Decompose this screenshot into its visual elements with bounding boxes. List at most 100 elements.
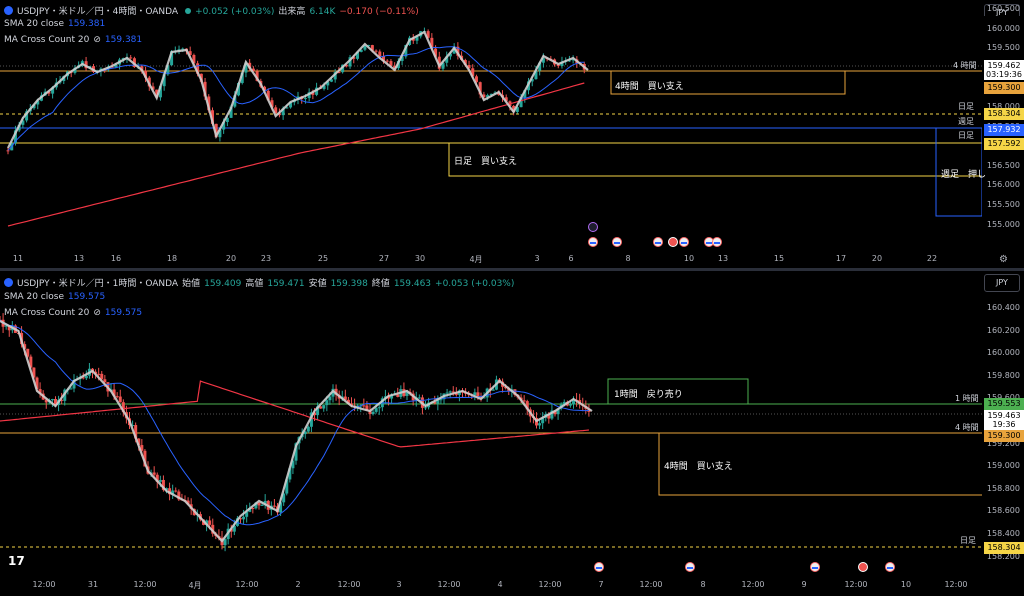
candle-body bbox=[192, 54, 196, 64]
candle-body bbox=[7, 325, 11, 331]
flash-event-icon[interactable] bbox=[588, 222, 598, 232]
candlestick-chart-1h[interactable] bbox=[0, 271, 982, 571]
zone-label-h4-support[interactable]: 4時間 買い支え bbox=[615, 82, 684, 92]
us-event-icon[interactable] bbox=[885, 562, 895, 572]
zone-label-daily-support[interactable]: 日足 買い支え bbox=[454, 157, 518, 167]
time-axis-1h[interactable]: 12:00 31 12:00 4月 12:00 2 12:00 3 12:00 4 12:00 7 12… bbox=[0, 580, 980, 594]
hide-icon[interactable]: ⊘ bbox=[93, 308, 101, 318]
us-event-icon[interactable] bbox=[588, 237, 598, 247]
candle-body bbox=[371, 411, 375, 415]
candle-body bbox=[467, 65, 471, 69]
candle-body bbox=[504, 97, 508, 102]
candle-body bbox=[385, 60, 389, 62]
candle-body bbox=[177, 491, 181, 500]
candle-body bbox=[188, 51, 192, 55]
candle-body bbox=[306, 426, 310, 432]
candle-body bbox=[541, 58, 545, 63]
candle-body bbox=[448, 53, 452, 57]
candle-body bbox=[547, 413, 551, 419]
time-tick: 12:00 bbox=[944, 580, 968, 589]
ma-cross-legend[interactable]: MA Cross Count 20 ⊘ 159.575 bbox=[4, 308, 146, 318]
us-event-icon[interactable] bbox=[810, 562, 820, 572]
us-event-icon[interactable] bbox=[594, 562, 604, 572]
candle-body bbox=[346, 399, 350, 404]
time-tick: 8 bbox=[625, 254, 631, 263]
candle-body bbox=[538, 423, 542, 426]
us-event-icon[interactable] bbox=[679, 237, 689, 247]
price-tick: 158.400 bbox=[986, 529, 1020, 538]
time-tick: 31 bbox=[87, 580, 99, 589]
candle-body bbox=[319, 406, 323, 409]
chart-pane-1h[interactable]: USDJPY・米ドル／円・1時間・OANDA 始値 159.409 高値 159.471… bbox=[0, 271, 1024, 596]
candle-body bbox=[478, 82, 482, 95]
alert-event-icon[interactable] bbox=[858, 562, 868, 572]
candle-body bbox=[248, 507, 252, 512]
candle-body bbox=[359, 49, 363, 52]
support-4h-tag: 159.300 bbox=[984, 430, 1024, 442]
zone-label-h1-resist[interactable]: 1時間 戻り売り bbox=[614, 390, 683, 400]
sma-legend[interactable]: SMA 20 close 159.381 bbox=[4, 19, 109, 29]
price-tick: 158.800 bbox=[986, 483, 1020, 493]
time-tick: 12:00 bbox=[235, 580, 259, 589]
candle-body bbox=[417, 397, 421, 399]
ma-cross-legend[interactable]: MA Cross Count 20 ⊘ 159.381 bbox=[4, 35, 146, 45]
candle-body bbox=[211, 524, 215, 534]
candle-body bbox=[538, 62, 542, 71]
candle-body bbox=[181, 48, 185, 50]
symbol-header-4h: USDJPY・米ドル／円・4時間・OANDA +0.052 (+0.03%) 出来高… bbox=[4, 4, 423, 17]
time-axis-4h[interactable]: 11 13 16 18 20 23 25 27 30 4月 3 6 8 10 13 15 17 20 22 bbox=[0, 254, 980, 268]
alert-event-icon[interactable] bbox=[668, 237, 678, 247]
settings-icon[interactable]: ⚙ bbox=[999, 254, 1008, 265]
candle-body bbox=[337, 72, 341, 74]
candle-body bbox=[26, 348, 30, 357]
candle-body bbox=[6, 150, 10, 152]
candle-body bbox=[504, 386, 508, 389]
candle-body bbox=[473, 392, 477, 396]
time-tick: 12:00 bbox=[741, 580, 765, 589]
tradingview-logo[interactable]: 17 bbox=[8, 554, 25, 568]
candle-body bbox=[316, 406, 320, 416]
sma-legend[interactable]: SMA 20 close 159.575 bbox=[4, 292, 109, 302]
candle-body bbox=[515, 107, 519, 112]
candle-body bbox=[143, 450, 147, 467]
candle-body bbox=[562, 401, 566, 405]
candle-body bbox=[255, 71, 259, 81]
candle-body bbox=[222, 122, 226, 130]
us-event-icon[interactable] bbox=[612, 237, 622, 247]
candle-body bbox=[567, 60, 571, 62]
candle-body bbox=[572, 399, 575, 405]
symbol-title[interactable]: USDJPY・米ドル／円・1時間・OANDA bbox=[17, 279, 179, 289]
zone-label-h4-support[interactable]: 4時間 買い支え bbox=[664, 462, 733, 472]
candle-body bbox=[13, 130, 17, 144]
candle-body bbox=[430, 37, 434, 49]
chart-pane-4h[interactable]: USDJPY・米ドル／円・4時間・OANDA +0.052 (+0.03%) 出来高… bbox=[0, 0, 1024, 268]
time-tick: 3 bbox=[534, 254, 540, 263]
candlestick-chart-4h[interactable] bbox=[0, 0, 982, 252]
candle-body bbox=[151, 86, 155, 90]
swing-line bbox=[7, 30, 589, 149]
candle-body bbox=[363, 45, 367, 50]
candle-body bbox=[4, 325, 8, 327]
candle-body bbox=[121, 402, 125, 413]
candle-body bbox=[368, 410, 372, 415]
candle-body bbox=[114, 64, 118, 68]
price-tick: 156.000 bbox=[986, 180, 1020, 190]
candle-body bbox=[254, 502, 258, 509]
candle-body bbox=[356, 405, 360, 407]
us-event-icon[interactable] bbox=[685, 562, 695, 572]
price-tick: 160.400 bbox=[986, 303, 1020, 312]
pane-divider[interactable] bbox=[0, 268, 1024, 271]
candle-body bbox=[568, 404, 572, 406]
candle-body bbox=[97, 373, 101, 375]
us-event-icon[interactable] bbox=[653, 237, 663, 247]
candle-body bbox=[84, 375, 88, 379]
hide-icon[interactable]: ⊘ bbox=[93, 35, 101, 45]
market-open-icon bbox=[185, 8, 192, 14]
candle-body bbox=[331, 388, 335, 397]
zone-label-weekly-push[interactable]: 週足 押し bbox=[941, 170, 987, 180]
us-event-icon[interactable] bbox=[712, 237, 722, 247]
support-4h-tag: 159.300 bbox=[984, 82, 1024, 94]
candle-body bbox=[486, 95, 490, 98]
symbol-title[interactable]: USDJPY・米ドル／円・4時間・OANDA bbox=[17, 7, 179, 17]
currency-button[interactable]: JPY bbox=[984, 274, 1020, 292]
